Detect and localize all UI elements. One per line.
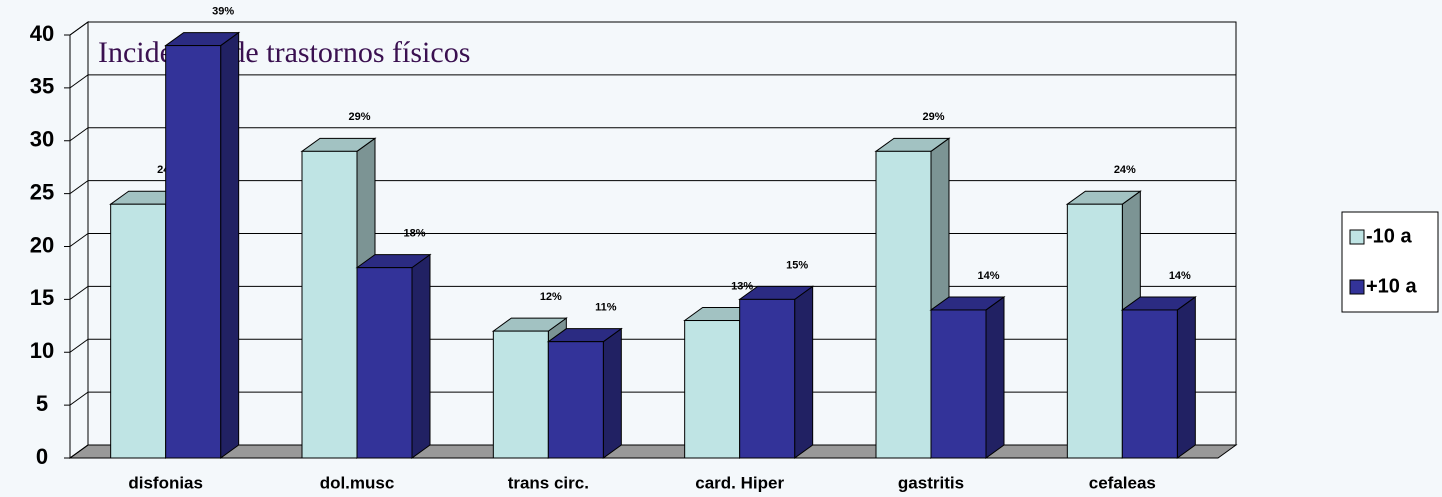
value-label: 39% bbox=[212, 5, 234, 17]
y-tick-label: 40 bbox=[30, 21, 54, 46]
value-label: 29% bbox=[922, 111, 944, 123]
y-tick-label: 10 bbox=[30, 338, 54, 363]
bar-side bbox=[602, 327, 622, 459]
bar bbox=[930, 309, 987, 459]
y-tick-label: 35 bbox=[30, 74, 54, 99]
bar bbox=[739, 298, 796, 459]
x-tick-label: disfonias bbox=[128, 473, 203, 492]
value-label: 11% bbox=[595, 302, 617, 314]
grid-line bbox=[69, 285, 89, 300]
value-label: 13% bbox=[731, 280, 753, 292]
value-label: 18% bbox=[403, 228, 425, 240]
chart-title: Incidencia de trastornos físicos bbox=[98, 36, 470, 69]
bar bbox=[875, 150, 932, 459]
grid-line bbox=[69, 391, 89, 406]
bar bbox=[165, 45, 222, 459]
legend-swatch bbox=[1349, 279, 1365, 295]
grid-line bbox=[69, 74, 89, 89]
y-tick-label: 30 bbox=[30, 127, 54, 152]
legend-box bbox=[1341, 211, 1439, 313]
y-tick-label: 0 bbox=[36, 444, 48, 469]
bar bbox=[1121, 309, 1178, 459]
grid-line bbox=[69, 233, 89, 247]
bar bbox=[301, 150, 358, 459]
legend-label: +10 a bbox=[1366, 275, 1417, 297]
grid-line bbox=[69, 338, 89, 353]
bar bbox=[110, 203, 167, 459]
value-label: 15% bbox=[786, 259, 808, 271]
value-label: 29% bbox=[348, 111, 370, 123]
value-label: 14% bbox=[1169, 270, 1191, 282]
value-label: 14% bbox=[977, 270, 999, 282]
bar-side bbox=[985, 295, 1005, 459]
bar bbox=[547, 341, 604, 459]
bar bbox=[1066, 203, 1123, 459]
bar bbox=[492, 330, 549, 459]
x-tick-label: trans circ. bbox=[508, 473, 589, 492]
x-tick-label: card. Hiper bbox=[695, 473, 784, 492]
x-tick-label: gastritis bbox=[898, 473, 964, 492]
value-label: 12% bbox=[540, 291, 562, 303]
bar bbox=[684, 320, 741, 459]
x-tick-label: dol.musc bbox=[320, 473, 395, 492]
floor bbox=[68, 444, 1238, 459]
value-label: 24% bbox=[1114, 164, 1136, 176]
bar bbox=[356, 267, 413, 459]
y-tick-label: 15 bbox=[30, 285, 54, 310]
legend-swatch bbox=[1349, 229, 1365, 245]
bar-side bbox=[411, 253, 431, 459]
bar-side bbox=[220, 31, 240, 459]
grid-line bbox=[69, 21, 89, 36]
legend-label: -10 a bbox=[1366, 225, 1412, 247]
y-tick-label: 5 bbox=[36, 391, 48, 416]
grid-line bbox=[69, 127, 89, 142]
x-tick-label: cefaleas bbox=[1089, 473, 1156, 492]
y-tick-label: 25 bbox=[30, 179, 54, 204]
y-tick-label: 20 bbox=[30, 232, 54, 257]
grid-line bbox=[69, 444, 89, 459]
bar-side bbox=[794, 285, 814, 459]
bar-side bbox=[1176, 295, 1196, 459]
grid-line bbox=[69, 180, 89, 195]
